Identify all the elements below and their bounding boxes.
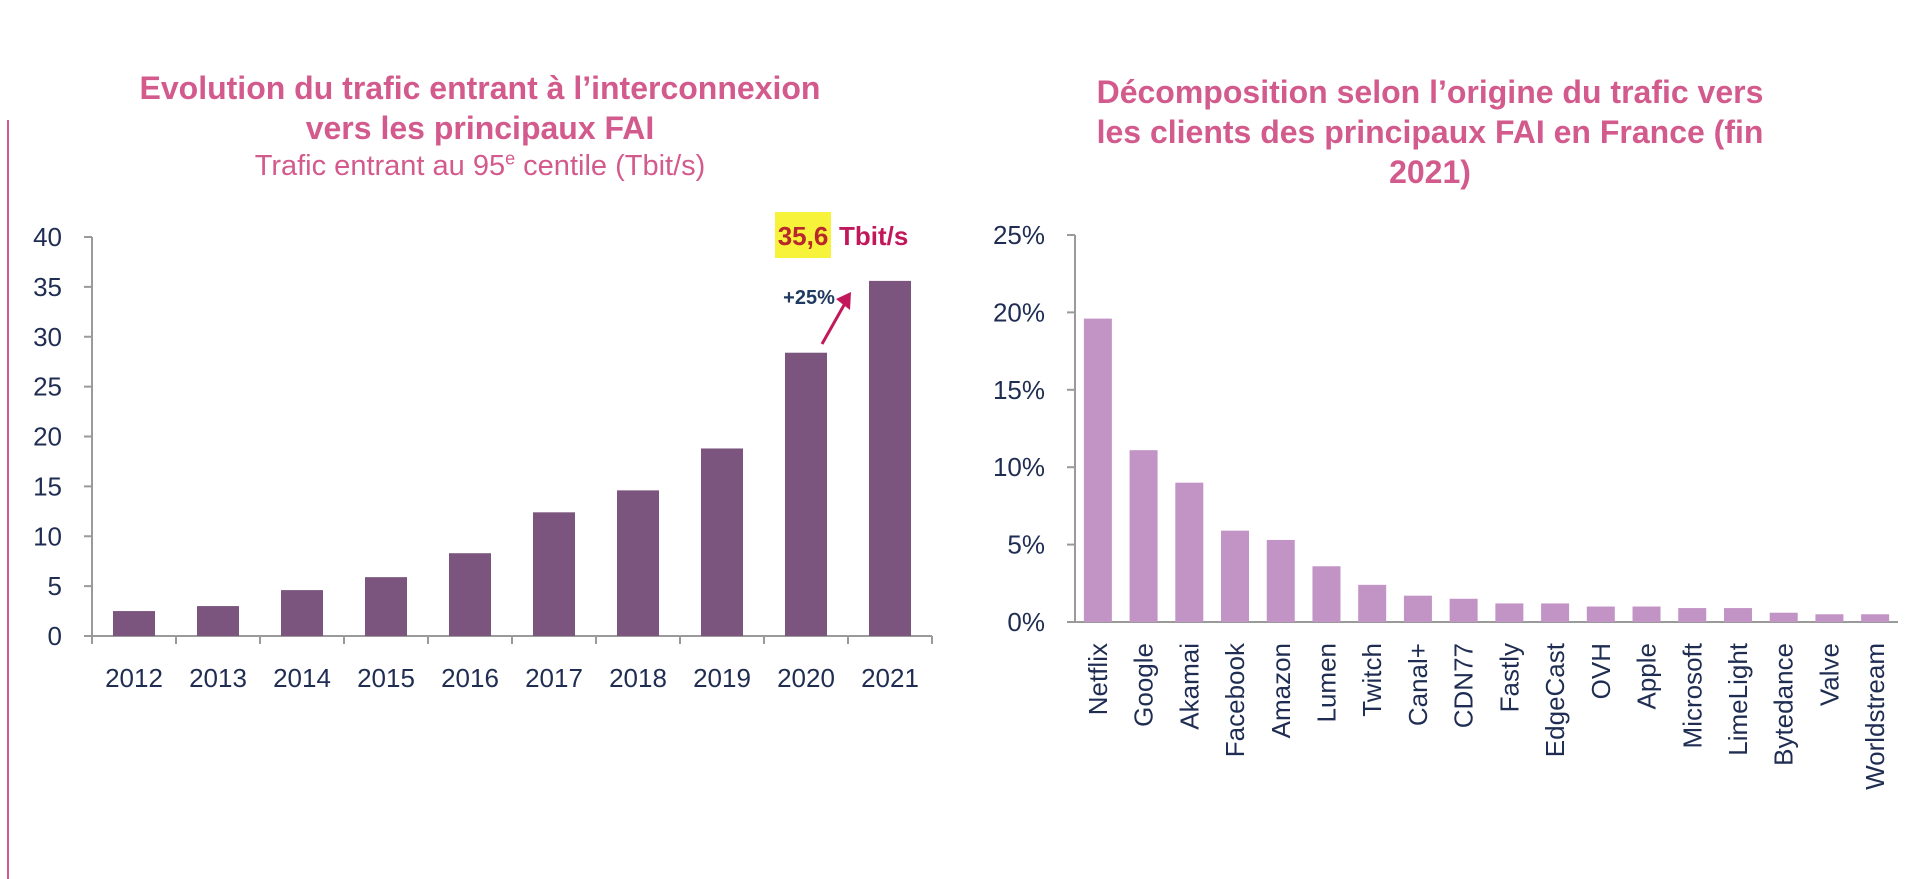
chart2-xtick-label: Fastly [1494, 643, 1524, 712]
chart2-bar-amazon [1266, 539, 1295, 622]
chart1-ytick-label: 10 [33, 521, 62, 551]
chart1-callout-value: 35,6 [778, 221, 829, 251]
chart2-traffic-origin: 0% 5% 10% 15% 20% 25% Netflix Google Akamai Faceb… [993, 220, 1898, 790]
chart2-ytick-label: 0% [1007, 607, 1045, 637]
chart2-ytick-label: 20% [993, 297, 1045, 327]
chart2-bar-twitch [1358, 584, 1387, 622]
chart1-bar-2020 [785, 352, 827, 636]
chart2-xtick-label: Bytedance [1769, 643, 1799, 766]
chart2-bar-limelight [1723, 608, 1752, 622]
chart1-bar-2012 [113, 611, 155, 636]
chart2-xtick-label: Google [1129, 643, 1159, 727]
chart2-xtick-label: CDN77 [1449, 643, 1479, 728]
chart2-bar-edgecast [1541, 603, 1570, 622]
chart2-bar-fastly [1495, 603, 1524, 622]
chart2-xtick-label: EdgeCast [1540, 642, 1570, 757]
chart2-bar-ovh [1586, 606, 1615, 622]
chart1-callout-unit: Tbit/s [839, 221, 908, 251]
chart1-ytick-label: 0 [48, 621, 62, 651]
chart1-ytick-label: 5 [48, 571, 62, 601]
chart1-xtick-label: 2014 [273, 663, 331, 693]
chart2-ytick-label: 5% [1007, 530, 1045, 560]
chart1-xtick-label: 2016 [441, 663, 499, 693]
chart1-xtick-label: 2020 [777, 663, 835, 693]
chart1-xtick-label: 2019 [693, 663, 751, 693]
chart1-traffic-evolution: 0 5 10 15 20 25 30 35 40 2012 2013 2014 2015 2016 2017… [33, 212, 933, 693]
chart2-bar-bytedance [1769, 612, 1798, 622]
chart2-bar-google [1129, 450, 1158, 622]
chart1-growth-arrow-head [836, 292, 851, 310]
chart2-bar-lumen [1312, 566, 1341, 622]
chart1-bar-2016 [449, 553, 491, 636]
chart2-title-line2: les clients des principaux FAI en France… [1096, 114, 1764, 150]
chart2-xtick-label: Apple [1632, 643, 1662, 710]
chart2-xtick-label: Canal+ [1403, 643, 1433, 726]
chart1-title-line1: Evolution du trafic entrant à l’intercon… [139, 70, 821, 106]
chart2-xtick-label: LimeLight [1723, 642, 1753, 756]
chart1-ytick-label: 25 [33, 372, 62, 402]
chart2-bar-cdn77 [1449, 598, 1478, 622]
chart2-title-line1: Décomposition selon l’origine du trafic … [1096, 74, 1764, 110]
chart2-ytick-label: 25% [993, 220, 1045, 250]
chart1-ytick-label: 30 [33, 322, 62, 352]
chart2-bar-apple [1632, 606, 1661, 622]
chart2-xtick-label: Lumen [1311, 643, 1341, 723]
chart2-xtick-label: Valve [1814, 643, 1844, 706]
chart1-bar-2014 [281, 590, 323, 636]
chart1-ytick-label: 40 [33, 222, 62, 252]
chart2-title-line3: 2021) [1389, 154, 1471, 190]
chart1-subtitle-text: Trafic entrant au 95e centile (Tbit/s) [254, 148, 706, 182]
chart2-xtick-label: Amazon [1266, 643, 1296, 738]
chart1-bar-2019 [701, 448, 743, 636]
chart1-xtick-label: 2018 [609, 663, 667, 693]
chart1-bar-2017 [533, 512, 575, 636]
chart1-ytick-label: 35 [33, 272, 62, 302]
chart1-bar-2013 [197, 606, 239, 636]
chart2-bar-worldstream [1861, 614, 1890, 622]
left-accent-line [7, 120, 9, 879]
chart2-bar-netflix [1083, 318, 1112, 622]
chart2-bar-valve [1815, 614, 1844, 622]
chart1-xtick-label: 2012 [105, 663, 163, 693]
chart1-xtick-label: 2017 [525, 663, 583, 693]
chart1-bar-2015 [365, 577, 407, 636]
chart1-xtick-label: 2015 [357, 663, 415, 693]
chart2-bar-akamai [1175, 482, 1204, 622]
chart1-ytick-label: 20 [33, 422, 62, 452]
chart1-title: Evolution du trafic entrant à l’intercon… [40, 68, 920, 148]
chart2-bar-microsoft [1678, 608, 1707, 622]
chart2-bar-facebook [1221, 530, 1250, 622]
chart1-xtick-label: 2021 [861, 663, 919, 693]
chart2-xtick-label: OVH [1586, 643, 1616, 699]
chart1-bar-2018 [617, 490, 659, 636]
chart2-xtick-label: Facebook [1220, 642, 1250, 757]
chart1-subtitle: Trafic entrant au 95e centile (Tbit/s) [40, 148, 920, 183]
chart1-growth-label: +25% [783, 287, 835, 309]
chart1-growth-arrow-shaft [820, 297, 850, 345]
chart2-xtick-label: Microsoft [1677, 642, 1707, 748]
chart2-xtick-label: Twitch [1357, 643, 1387, 717]
chart2-title: Décomposition selon l’origine du trafic … [1030, 72, 1830, 192]
chart1-value-highlight [775, 212, 831, 258]
chart2-ytick-label: 15% [993, 375, 1045, 405]
chart2-xtick-label: Akamai [1174, 643, 1204, 730]
chart1-title-line2: vers les principaux FAI [305, 110, 655, 146]
chart1-bar-2021 [869, 280, 911, 636]
chart2-xtick-label: Worldstream [1860, 643, 1890, 790]
chart2-ytick-label: 10% [993, 452, 1045, 482]
chart1-ytick-label: 15 [33, 471, 62, 501]
chart2-bar-canal [1403, 595, 1432, 622]
chart1-xtick-label: 2013 [189, 663, 247, 693]
chart2-xtick-label: Netflix [1083, 643, 1113, 715]
